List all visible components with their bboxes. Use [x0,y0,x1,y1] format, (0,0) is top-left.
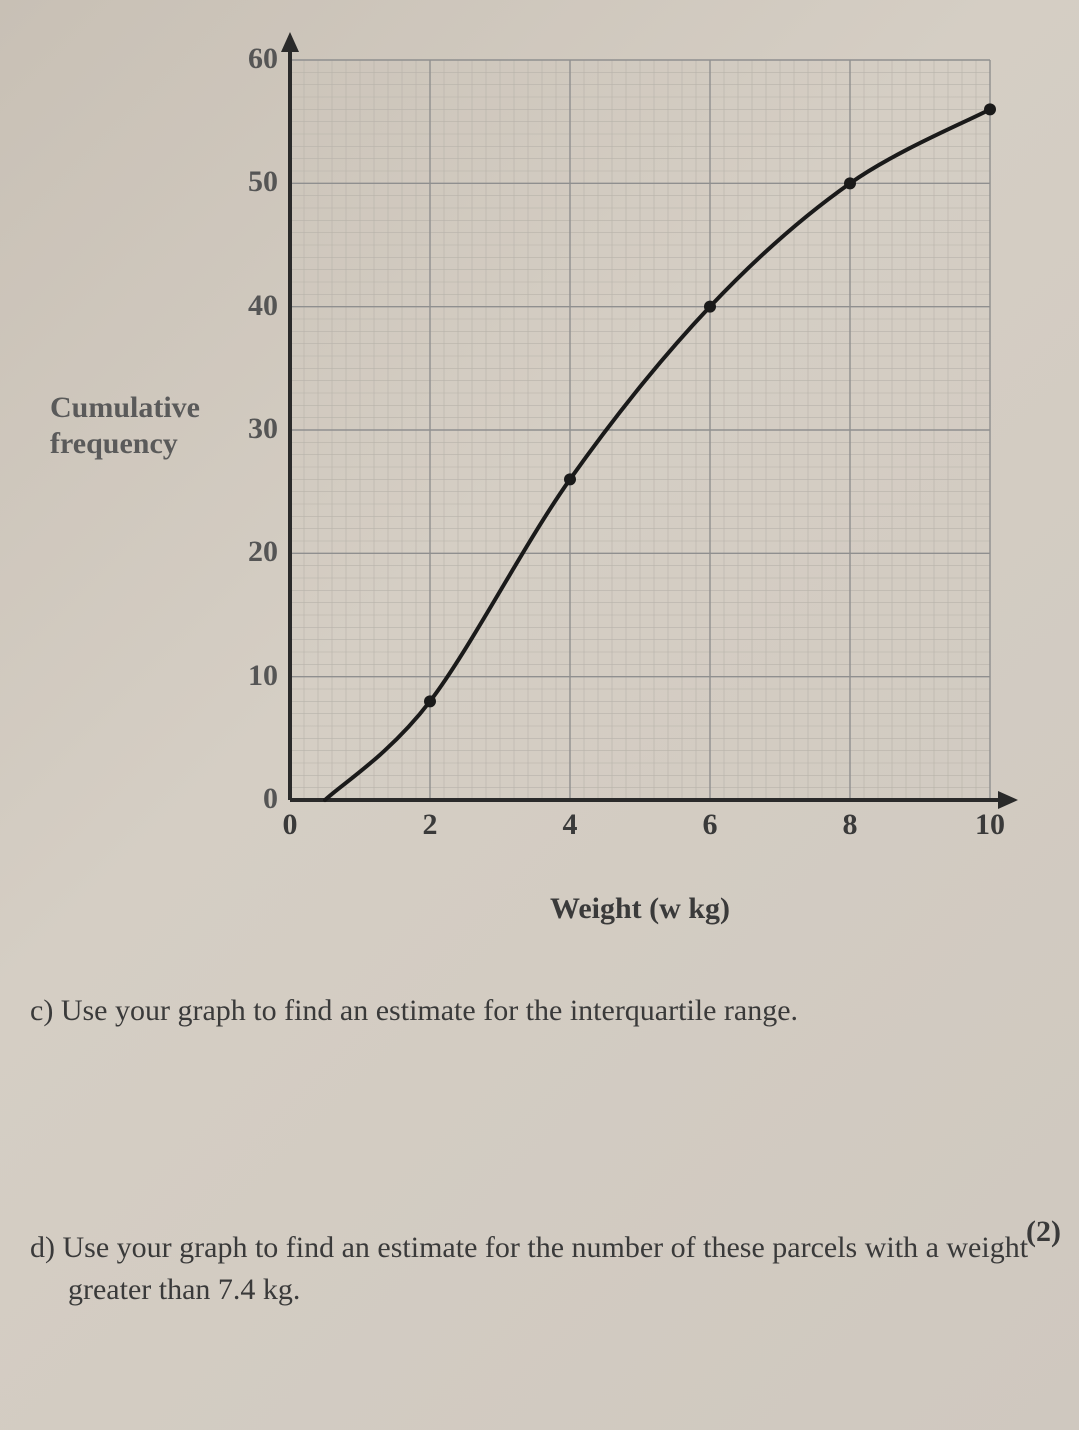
question-c-text: Use your graph to find an estimate for t… [61,994,798,1027]
x-tick: 6 [690,808,730,842]
question-d-label: d) [30,1231,55,1264]
y-tick: 10 [228,659,278,693]
question-c-label: c) [30,994,53,1027]
x-axis-label-text: Weight (w kg) [550,892,730,925]
page: Cumulative frequency 0102030405060 02468… [0,0,1079,1430]
y-axis-label: Cumulative frequency [50,390,200,462]
x-axis-label: Weight (w kg) [250,892,1030,926]
chart-svg [250,30,1030,850]
y-axis-label-line2: frequency [50,427,178,460]
y-tick: 30 [228,412,278,446]
y-tick: 60 [228,42,278,76]
x-tick: 2 [410,808,450,842]
y-tick: 50 [228,165,278,199]
x-tick: 10 [970,808,1010,842]
cumulative-frequency-chart: Cumulative frequency 0102030405060 02468… [70,20,1050,920]
x-tick: 0 [270,808,310,842]
question-d: d) Use your graph to find an estimate fo… [30,1227,1049,1311]
question-d-text-line1: Use your graph to find an estimate for t… [63,1231,1029,1264]
x-tick: 8 [830,808,870,842]
question-d-text-line2: greater than 7.4 kg. [68,1273,300,1306]
question-c: c) Use your graph to find an estimate fo… [30,990,1049,1032]
y-axis-label-line1: Cumulative [50,391,200,424]
y-tick: 20 [228,535,278,569]
question-c-marks: (2) [1026,1215,1061,1249]
y-tick: 40 [228,289,278,323]
x-tick: 4 [550,808,590,842]
